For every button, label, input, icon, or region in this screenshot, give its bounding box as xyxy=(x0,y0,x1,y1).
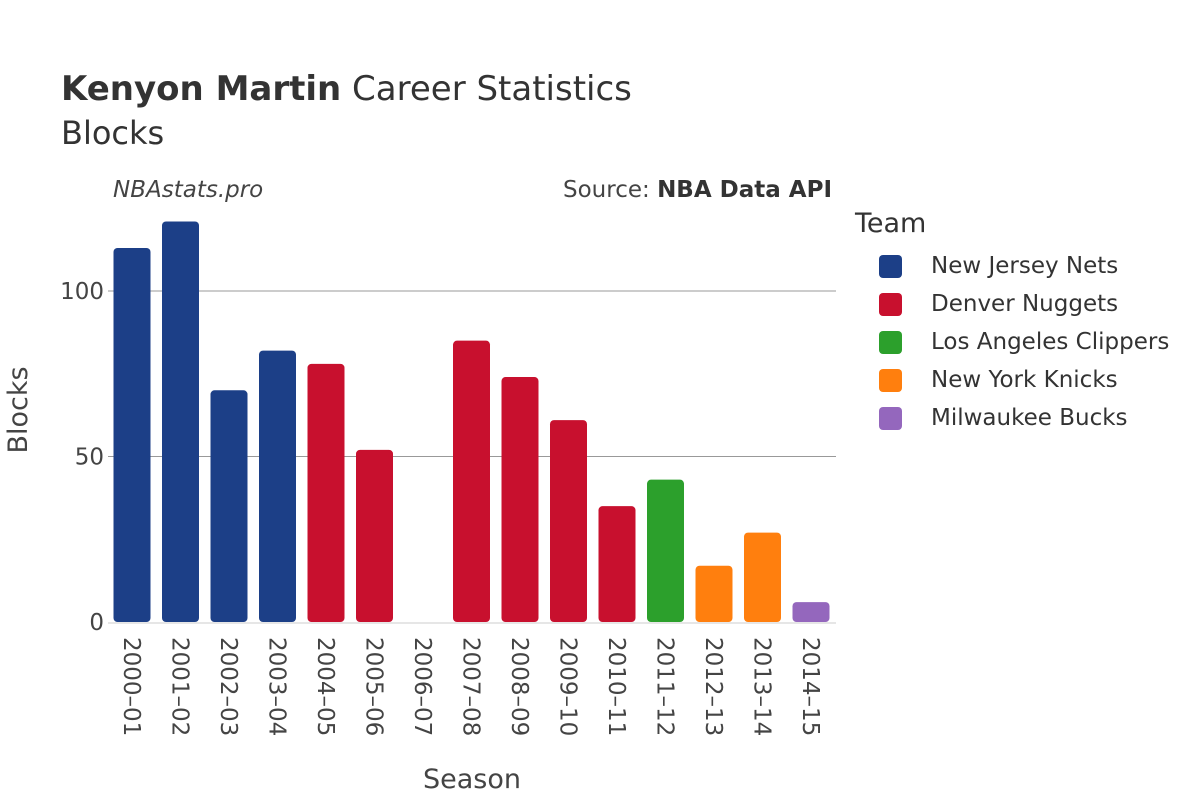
legend-swatch xyxy=(879,254,902,278)
x-tick-label: 2002–03 xyxy=(215,637,241,736)
legend: Team New Jersey Nets Denver Nuggets Los An… xyxy=(855,208,1169,437)
x-tick-label: 2013–14 xyxy=(749,637,775,736)
bar-2004–05[interactable] xyxy=(307,363,345,622)
watermark: NBAstats.pro xyxy=(113,177,264,203)
legend-item[interactable]: Denver Nuggets xyxy=(879,285,1169,323)
x-tick-label: 2006–07 xyxy=(409,637,435,736)
legend-items: New Jersey Nets Denver Nuggets Los Angeles… xyxy=(855,247,1169,437)
x-tick-label: 2010–11 xyxy=(603,637,629,736)
bar-2000–01[interactable] xyxy=(113,247,151,622)
y-tick-label: 100 xyxy=(60,279,104,305)
legend-item[interactable]: New Jersey Nets xyxy=(879,247,1169,285)
chart-title-rest: Career Statistics xyxy=(352,69,632,109)
bar-2011–12[interactable] xyxy=(647,479,684,622)
legend-swatch xyxy=(879,330,902,354)
source-name: NBA Data API xyxy=(657,177,832,203)
legend-item[interactable]: Milwaukee Bucks xyxy=(879,399,1169,437)
legend-item[interactable]: Los Angeles Clippers xyxy=(879,323,1169,361)
x-axis-title: Season xyxy=(423,764,521,795)
legend-label: New York Knicks xyxy=(931,367,1118,393)
bar-2005–06[interactable] xyxy=(356,449,393,622)
x-tick-label: 2012–13 xyxy=(700,637,726,736)
legend-swatch xyxy=(879,406,902,430)
bar-2001–02[interactable] xyxy=(162,221,199,623)
chart-title-player: Kenyon Martin xyxy=(61,69,342,109)
bar-2010–11[interactable] xyxy=(598,506,636,622)
bar-2007–08[interactable] xyxy=(453,340,490,622)
x-tick-label: 2014–15 xyxy=(797,637,823,736)
legend-label: Milwaukee Bucks xyxy=(931,405,1128,431)
legend-item[interactable]: New York Knicks xyxy=(879,361,1169,399)
bar-2013–14[interactable] xyxy=(744,532,781,622)
x-tick-label: 2009–10 xyxy=(555,637,581,736)
x-tick-label: 2000–01 xyxy=(118,637,144,736)
legend-label: New Jersey Nets xyxy=(931,253,1119,279)
y-axis-title: Blocks xyxy=(3,366,34,453)
legend-label: Los Angeles Clippers xyxy=(931,329,1170,355)
x-tick-label: 2001–02 xyxy=(167,637,193,736)
x-tick-label: 2011–12 xyxy=(652,637,678,736)
legend-swatch xyxy=(879,292,902,316)
bar-2009–10[interactable] xyxy=(550,420,587,622)
legend-title: Team xyxy=(855,208,927,239)
chart-title: Kenyon Martin Career Statistics xyxy=(61,68,632,110)
bar-2002–03[interactable] xyxy=(210,390,248,622)
bar-2012–13[interactable] xyxy=(695,565,733,622)
bar-2003–04[interactable] xyxy=(259,350,296,622)
x-tick-label: 2007–08 xyxy=(458,637,484,736)
chart-subtitle: Blocks xyxy=(61,114,165,152)
x-tick-label: 2004–05 xyxy=(312,637,338,736)
x-tick-label: 2005–06 xyxy=(361,637,387,736)
source-note: Source: NBA Data API xyxy=(563,177,832,203)
x-tick-label: 2003–04 xyxy=(264,637,290,736)
y-tick-label: 50 xyxy=(75,445,104,471)
y-tick-label: 0 xyxy=(89,610,104,636)
bar-2014–15[interactable] xyxy=(792,602,830,622)
legend-label: Denver Nuggets xyxy=(931,291,1119,317)
source-prefix: Source: xyxy=(563,177,658,203)
legend-swatch xyxy=(879,368,902,392)
bar-2008–09[interactable] xyxy=(501,377,539,622)
x-tick-label: 2008–09 xyxy=(506,637,532,736)
